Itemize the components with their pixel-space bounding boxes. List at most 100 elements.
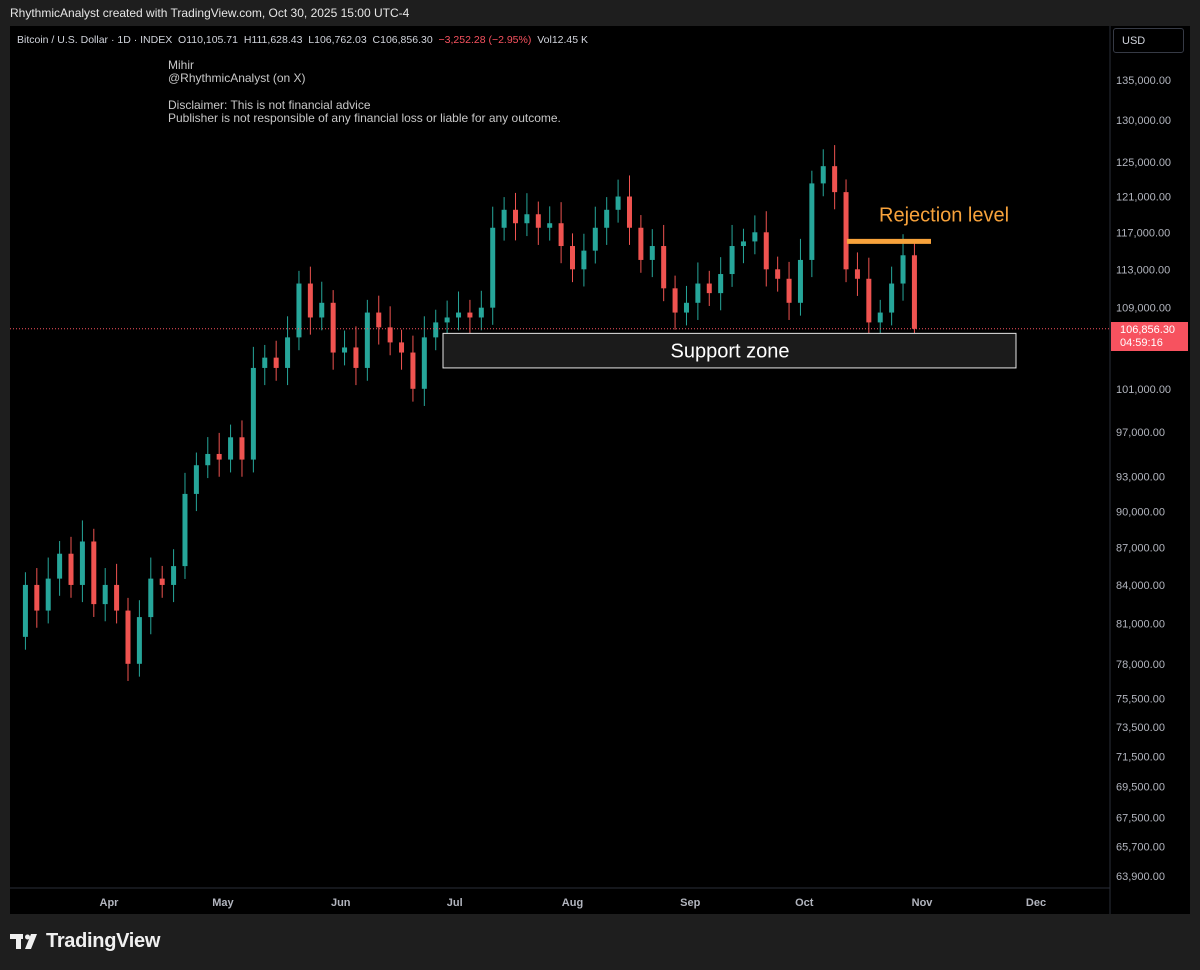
- price-tick-label: 65,700.00: [1116, 841, 1165, 853]
- price-tick-label: 109,000.00: [1116, 303, 1171, 315]
- candle-body: [387, 327, 393, 343]
- tradingview-logo-icon: [10, 934, 37, 949]
- disclaimer-line-2: Publisher is not responsible of any fina…: [168, 111, 561, 125]
- candle-body: [638, 227, 644, 260]
- price-axis[interactable]: 135,000.00 130,000.00 125,000.00 121,000.00…: [1116, 75, 1171, 883]
- support-zone-label: Support zone: [671, 341, 790, 363]
- candle-body: [547, 223, 553, 228]
- candle-body: [171, 566, 177, 585]
- candle-body: [193, 465, 199, 494]
- time-tick-label: Apr: [100, 897, 120, 909]
- candle-body: [854, 269, 860, 279]
- footer-branding[interactable]: TradingView: [10, 930, 160, 953]
- candle-body: [706, 283, 712, 294]
- open-label: O: [178, 34, 187, 46]
- candle-body: [45, 578, 51, 611]
- candle-body: [478, 307, 484, 318]
- candle-body: [125, 610, 131, 664]
- time-tick-label: Oct: [795, 897, 814, 909]
- time-axis[interactable]: Apr May Jun Jul Aug Sep Oct Nov Dec: [100, 897, 1047, 909]
- candle-body: [296, 283, 302, 338]
- candle-series: [22, 145, 917, 681]
- chart-canvas[interactable]: 135,000.00 130,000.00 125,000.00 121,000.00…: [10, 26, 1190, 914]
- candle-body: [353, 347, 359, 368]
- symbol-legend[interactable]: Bitcoin / U.S. Dollar · 1D · INDEX O110,…: [17, 34, 588, 46]
- candle-body: [683, 302, 689, 313]
- price-tick-label: 130,000.00: [1116, 115, 1171, 127]
- candle-body: [490, 227, 496, 308]
- candle-body: [273, 357, 279, 368]
- currency-selector[interactable]: USD: [1113, 28, 1184, 53]
- high-label: H: [243, 34, 252, 46]
- tradingview-wordmark[interactable]: TradingView: [46, 930, 161, 952]
- price-tick-label: 117,000.00: [1116, 227, 1170, 239]
- time-tick-label: Nov: [912, 897, 934, 909]
- open-value: 110,105.71: [186, 34, 238, 46]
- time-tick-label: Jul: [447, 897, 463, 909]
- candle-body: [877, 312, 883, 323]
- change-value: −3,252.28 (−2.95%): [438, 34, 532, 46]
- candle-body: [649, 246, 655, 260]
- low-label: L: [308, 34, 315, 46]
- price-tick-label: 81,000.00: [1116, 619, 1165, 631]
- candle-body: [342, 347, 348, 353]
- candle-body: [444, 317, 450, 323]
- candle-body: [729, 246, 735, 275]
- high-value: 111,628.43: [251, 34, 303, 46]
- symbol-name[interactable]: Bitcoin / U.S. Dollar · 1D · INDEX: [17, 34, 173, 46]
- candle-body: [843, 192, 849, 270]
- price-tick-label: 113,000.00: [1116, 264, 1170, 276]
- candle-body: [456, 312, 462, 318]
- time-tick-label: Sep: [680, 897, 700, 909]
- candle-body: [319, 302, 325, 318]
- candle-body: [239, 437, 245, 460]
- author-name: Mihir: [168, 58, 194, 72]
- candle-body: [159, 578, 165, 585]
- candle-body: [604, 209, 610, 228]
- candle-body: [535, 214, 541, 228]
- candle-body: [285, 337, 291, 368]
- candle-body: [421, 337, 427, 389]
- price-tick-label: 97,000.00: [1116, 427, 1165, 439]
- candle-body: [501, 209, 507, 228]
- volume-value: 12.45 K: [551, 34, 589, 46]
- last-price-tag: 106,856.30 04:59:16: [1111, 322, 1188, 351]
- candle-body: [718, 274, 724, 294]
- candle-body: [615, 196, 621, 210]
- price-tick-label: 67,500.00: [1116, 813, 1165, 825]
- candle-body: [911, 255, 917, 329]
- price-tick-label: 87,000.00: [1116, 543, 1165, 555]
- candle-body: [68, 553, 74, 585]
- candle-body: [524, 214, 530, 224]
- candle-body: [114, 584, 120, 611]
- candle-body: [216, 453, 222, 460]
- candle-body: [797, 259, 803, 303]
- volume-label: Vol: [537, 34, 552, 46]
- candle-body: [376, 312, 382, 328]
- support-zone-box[interactable]: [442, 332, 1017, 369]
- candle-body: [570, 246, 575, 270]
- candle-body: [626, 196, 632, 228]
- candle-body: [786, 278, 792, 303]
- candle-body: [102, 584, 108, 605]
- candle-body: [763, 232, 769, 270]
- candle-body: [695, 283, 701, 303]
- price-tick-label: 125,000.00: [1116, 157, 1171, 169]
- price-tick-label: 63,900.00: [1116, 871, 1165, 883]
- candle-body: [22, 584, 28, 637]
- chart-caption: RhythmicAnalyst created with TradingView…: [10, 6, 410, 20]
- candle-body: [205, 453, 211, 466]
- price-tick-label: 73,500.00: [1116, 722, 1165, 734]
- candle-body: [148, 578, 154, 618]
- close-label: C: [372, 34, 381, 46]
- candle-body: [182, 493, 188, 567]
- candle-body: [513, 209, 519, 224]
- candle-body: [34, 584, 40, 611]
- price-tick-label: 121,000.00: [1116, 192, 1171, 204]
- candle-body: [467, 312, 473, 318]
- author-handle: @RhythmicAnalyst (on X): [168, 71, 306, 85]
- candle-body: [364, 312, 370, 368]
- chart-frame[interactable]: 135,000.00 130,000.00 125,000.00 121,000.00…: [10, 26, 1190, 914]
- price-tick-label: 71,500.00: [1116, 751, 1165, 763]
- candle-body: [136, 617, 142, 664]
